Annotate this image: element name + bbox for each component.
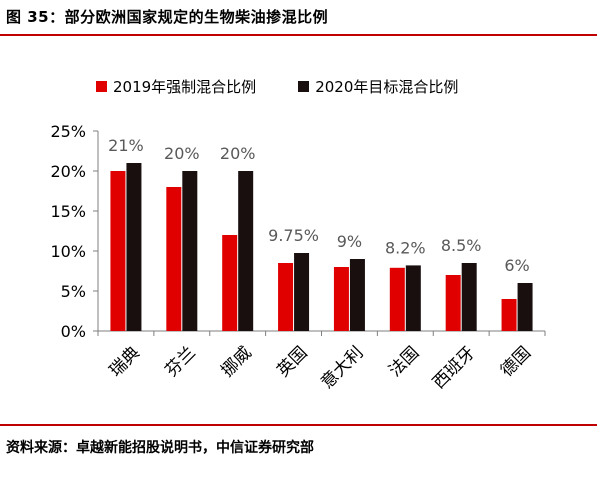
legend-swatch-2020 xyxy=(298,81,310,92)
legend-item-2019: 2019年强制混合比例 xyxy=(96,76,256,97)
source-divider xyxy=(0,424,597,426)
data-label: 6% xyxy=(504,256,529,275)
bars xyxy=(110,163,533,331)
bar-2020 xyxy=(182,171,198,331)
data-label: 20% xyxy=(220,144,256,163)
bar-2019 xyxy=(166,187,182,331)
figure-title: 图 35：部分欧洲国家规定的生物柴油掺混比例 xyxy=(6,8,329,26)
x-tick-label: 德国 xyxy=(497,343,535,381)
x-tick-label: 西班牙 xyxy=(429,343,479,393)
data-label: 9.75% xyxy=(268,226,319,245)
legend-label-2019: 2019年强制混合比例 xyxy=(113,78,257,96)
x-tick-label: 瑞典 xyxy=(106,343,144,381)
x-tick-label: 法国 xyxy=(385,343,423,381)
data-label: 21% xyxy=(108,136,144,155)
legend-label-2020: 2020年目标混合比例 xyxy=(315,78,459,96)
source-note: 资料来源：卓越新能招股说明书，中信证券研究部 xyxy=(6,440,314,456)
bar-2020 xyxy=(349,259,365,331)
bar-2019 xyxy=(445,275,461,331)
data-label: 8.2% xyxy=(385,238,426,257)
y-tick-label: 15% xyxy=(50,202,86,221)
y-tick-label: 20% xyxy=(50,162,86,181)
legend-item-2020: 2020年目标混合比例 xyxy=(298,76,458,97)
bar-2020 xyxy=(517,283,533,331)
data-label: 20% xyxy=(164,144,200,163)
bar-2019 xyxy=(110,171,126,331)
y-tick-label: 25% xyxy=(50,122,86,141)
data-label: 9% xyxy=(337,232,362,251)
data-labels: 21% 20% 20% 9.75% 9% 8.2% 8.5% 6% xyxy=(108,136,530,275)
y-tick-label: 5% xyxy=(61,282,86,301)
title-divider xyxy=(0,34,597,36)
x-tick-label: 芬兰 xyxy=(162,343,200,381)
bar-2020 xyxy=(126,163,142,331)
y-tick-label: 10% xyxy=(50,242,86,261)
bar-2019 xyxy=(278,263,294,331)
bar-2020 xyxy=(294,253,310,331)
bar-2019 xyxy=(501,299,517,331)
x-tick-label: 挪威 xyxy=(218,343,256,381)
bar-2020 xyxy=(238,171,254,331)
bar-2019 xyxy=(333,267,349,331)
y-tick-label: 0% xyxy=(61,322,86,341)
x-tick-label: 意大利 xyxy=(317,343,367,393)
x-tick-label: 英国 xyxy=(273,343,311,381)
bar-2019 xyxy=(389,267,405,331)
data-label: 8.5% xyxy=(441,236,482,255)
bar-2020 xyxy=(405,265,421,331)
bar-2020 xyxy=(461,263,477,331)
bar-2019 xyxy=(222,235,238,331)
legend: 2019年强制混合比例 2020年目标混合比例 xyxy=(96,76,458,97)
legend-swatch-2019 xyxy=(96,81,107,92)
